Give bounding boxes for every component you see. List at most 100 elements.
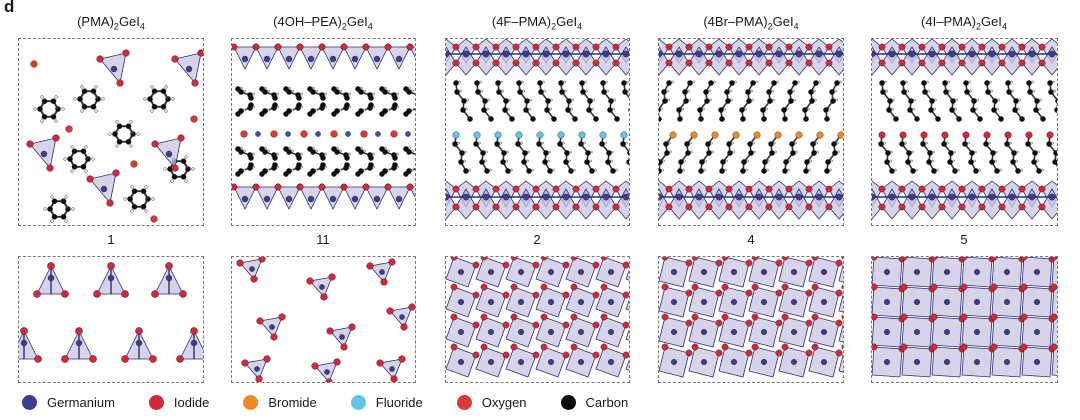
iodide-atom [250,275,258,283]
hydrogen-atom [999,168,1002,172]
hydrogen-atom [809,159,812,163]
carbon-atom [248,102,254,108]
carbon-atom [761,116,767,122]
iodide-atom [872,257,878,261]
carbon-atom [522,150,528,156]
iodide-atom [978,43,986,51]
iodide-atom [1050,257,1057,261]
carbon-atom [140,203,147,210]
iodide-atom [721,313,729,321]
iodide-atom [938,203,946,211]
iodide-atom [841,344,843,350]
iodide-atom [75,327,83,335]
iodide-atom [998,43,1006,51]
hydrogen-atom [1037,150,1040,154]
halogen-atom [515,131,523,139]
iodide-atom [938,43,946,51]
carbon-atom [1005,80,1011,86]
hydrogen-atom [522,89,525,93]
carbon-atom [479,159,485,165]
hydrogen-atom [408,146,411,150]
carbon-atom [60,213,67,220]
hydrogen-atom [464,150,467,154]
nitrogen-atom [285,131,291,137]
germanium-atom [542,193,550,201]
hydrogen-atom [732,150,735,154]
hydrogen-atom [151,197,155,201]
iodide-atom [685,259,693,267]
iodide-atom [990,343,998,351]
iodide-atom [691,343,699,351]
carbon-atom [547,168,553,174]
carbon-atom [790,150,796,156]
carbon-atom [238,89,244,95]
iodide-atom [256,317,264,325]
iodide-atom [452,59,460,67]
carbon-atom [941,141,947,147]
carbon-atom [950,98,956,104]
compound-number-pma: 1 [107,232,115,247]
carbon-atom [147,96,153,102]
carbon-atom [964,89,970,95]
compound-number-4f-pma: 2 [533,232,541,247]
carbon-atom [627,150,629,156]
carbon-atom [524,98,530,104]
carbon-atom [907,107,913,113]
iodide-atom [745,185,753,193]
germanium-atom [482,193,490,201]
iodide-atom [958,43,966,51]
iodide-atom [572,43,580,51]
hydrogen-atom [50,219,54,223]
carbon-atom [248,155,254,161]
iodide-atom [348,323,356,331]
germanium-atom [47,274,55,282]
hydrogen-atom [1051,141,1054,145]
iodide-atom [765,185,773,193]
hydrogen-atom [681,107,684,111]
carbon-atom [792,80,798,86]
hydrogen-atom [54,119,58,123]
halogen-atom [452,131,460,139]
carbon-atom [1033,107,1039,113]
germanium-atom [1033,328,1040,335]
hydrogen-atom [668,141,671,145]
hydrogen-atom [947,80,950,84]
column-title-4f-pma: (4F–PMA)2GeI4 [491,14,583,32]
carbon-atom [125,138,132,145]
iodide-atom [1020,343,1028,351]
hydrogen-atom [814,98,817,102]
carbon-atom [760,107,766,113]
carbon-atom [683,98,689,104]
germanium-atom [790,299,797,306]
hydrogen-atom [910,159,913,163]
iodide-atom [116,79,124,87]
hydrogen-atom [968,80,971,84]
carbon-atom [699,159,705,165]
hydrogen-atom [164,85,168,89]
carbon-atom [523,107,529,113]
hydrogen-atom [252,92,255,96]
hydrogen-atom [1031,80,1034,84]
iodide-atom [540,313,548,321]
carbon-atom [500,159,506,165]
carbon-atom [484,168,490,174]
hydrogen-atom [324,92,327,96]
iodide-atom [781,313,789,321]
hydrogen-atom [955,98,958,102]
iodide-atom [1018,59,1026,67]
hydrogen-atom [396,152,399,156]
halogen-atom [878,131,886,139]
iodide-atom [450,257,458,261]
carbon-atom [893,116,899,122]
iodide-atom [841,314,843,320]
hydrogen-atom [883,141,886,145]
carbon-atom [334,149,340,155]
octahedron [625,329,629,341]
carbon-atom [392,155,398,161]
hydrogen-atom [363,149,366,153]
iodide-atom [452,43,460,51]
germanium-atom [577,299,584,306]
iodide-atom [532,185,540,193]
carbon-atom [747,141,753,147]
carbon-atom [81,103,88,110]
